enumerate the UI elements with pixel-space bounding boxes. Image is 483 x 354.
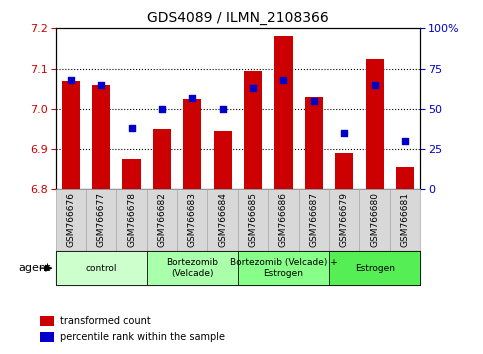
Bar [183,99,201,189]
Bar [213,131,232,189]
Text: GSM766686: GSM766686 [279,193,288,247]
Text: GSM766684: GSM766684 [218,193,227,247]
Text: agent: agent [18,263,51,273]
Point [97,82,105,87]
Bar [86,189,116,251]
Bar [366,58,384,189]
Text: GSM766685: GSM766685 [249,193,257,247]
Bar [329,189,359,251]
Point [219,106,227,112]
Bar [116,189,147,251]
Bar [92,85,110,189]
Bar [147,189,177,251]
Bar [238,251,329,285]
Bar [56,251,147,285]
Bar [238,189,268,251]
Bar [298,189,329,251]
Text: GSM766682: GSM766682 [157,193,167,247]
Text: transformed count: transformed count [60,316,151,326]
Bar [62,81,80,189]
Bar [359,189,390,251]
Bar [122,159,141,189]
Bar [244,70,262,189]
Text: Bortezomib (Velcade) +
Estrogen: Bortezomib (Velcade) + Estrogen [229,258,337,278]
Bar [177,189,208,251]
Point [249,85,257,91]
Bar [268,189,298,251]
Bar [335,153,354,189]
Bar [56,189,86,251]
Point [128,125,135,131]
Bar [208,189,238,251]
Point [401,138,409,144]
Title: GDS4089 / ILMN_2108366: GDS4089 / ILMN_2108366 [147,11,329,24]
Bar [274,36,293,189]
Bar [396,167,414,189]
Text: GSM766676: GSM766676 [66,193,75,247]
Bar [147,251,238,285]
Point [188,95,196,101]
Text: GSM766677: GSM766677 [97,193,106,247]
Bar [40,316,55,326]
Text: GSM766681: GSM766681 [400,193,410,247]
Text: GSM766680: GSM766680 [370,193,379,247]
Point [67,77,74,83]
Text: GSM766678: GSM766678 [127,193,136,247]
Bar [153,129,171,189]
Text: Estrogen: Estrogen [355,264,395,273]
Text: percentile rank within the sample: percentile rank within the sample [60,332,226,342]
Bar [40,332,55,342]
Bar [305,97,323,189]
Point [310,98,318,104]
Point [371,82,379,87]
Text: control: control [85,264,117,273]
Text: Bortezomib
(Velcade): Bortezomib (Velcade) [166,258,218,278]
Point [341,130,348,136]
Bar [329,251,420,285]
Point [280,77,287,83]
Point [158,106,166,112]
Text: GSM766687: GSM766687 [309,193,318,247]
Text: GSM766679: GSM766679 [340,193,349,247]
Bar [390,189,420,251]
Text: GSM766683: GSM766683 [188,193,197,247]
